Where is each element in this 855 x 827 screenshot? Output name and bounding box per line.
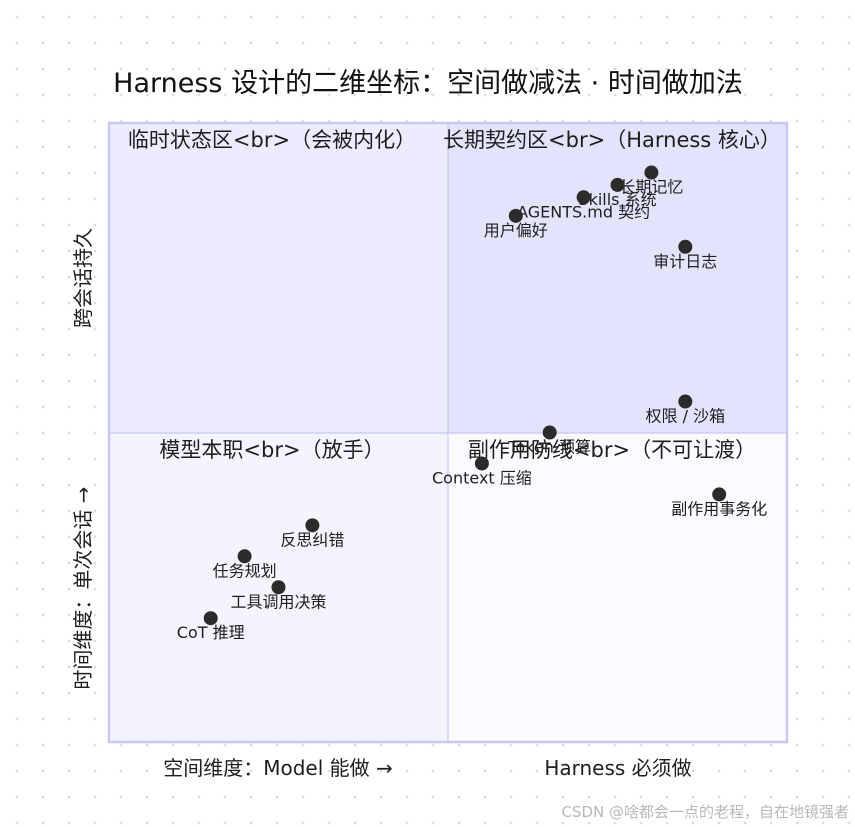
watermark: CSDN @啥都会一点的老程，自在地镜强者 bbox=[561, 803, 849, 821]
plot-border bbox=[107, 121, 789, 744]
point-label: Skills 系统 bbox=[578, 190, 656, 209]
point-marker bbox=[542, 425, 557, 440]
point-label: Token 预算 bbox=[507, 438, 591, 457]
quadrant-label-top-left: 临时状态区<br>（会被内化） bbox=[128, 128, 416, 152]
point-label: 长期记忆 bbox=[619, 178, 683, 197]
point-label: 工具调用决策 bbox=[230, 592, 326, 611]
point-label: AGENTS.md 契约 bbox=[517, 202, 650, 221]
data-point: 用户偏好 bbox=[484, 208, 548, 240]
chart-title: Harness 设计的二维坐标：空间做减法 · 时间做加法 bbox=[113, 68, 743, 99]
quadrant-bottom-right bbox=[448, 433, 787, 742]
point-marker bbox=[610, 177, 625, 192]
data-point: 审计日志 bbox=[653, 239, 717, 271]
data-point: Skills 系统 bbox=[578, 177, 657, 209]
point-marker bbox=[678, 394, 693, 409]
point-label: 任务规划 bbox=[213, 561, 277, 580]
x-axis-left-label: 空间维度：Model 能做 → bbox=[163, 756, 393, 780]
point-label: 审计日志 bbox=[653, 252, 717, 271]
point-marker bbox=[237, 549, 252, 564]
quadrant-label-bottom-left: 模型本职<br>（放手） bbox=[159, 438, 384, 462]
y-axis-top-label: 跨会话持久 bbox=[71, 228, 95, 328]
point-marker bbox=[305, 518, 320, 533]
data-point: 权限 / 沙箱 bbox=[646, 394, 726, 426]
data-point: 任务规划 bbox=[213, 549, 277, 580]
data-point: 反思纠错 bbox=[280, 518, 344, 549]
data-point: Context 压缩 bbox=[432, 456, 532, 487]
point-marker bbox=[474, 456, 489, 471]
point-label: 反思纠错 bbox=[280, 530, 344, 549]
quadrant-label-top-right: 长期契约区<br>（Harness 核心） bbox=[443, 128, 781, 152]
data-point: 工具调用决策 bbox=[230, 580, 327, 611]
quadrant-top-left bbox=[109, 123, 448, 433]
point-marker bbox=[271, 580, 286, 595]
quadrant-label-bottom-right: 副作用防线<br>（不可让渡） bbox=[468, 438, 756, 462]
data-point: 副作用事务化 bbox=[671, 487, 767, 518]
point-label: 副作用事务化 bbox=[671, 499, 767, 518]
point-label: Context 压缩 bbox=[432, 468, 532, 487]
point-marker bbox=[644, 165, 659, 180]
point-marker bbox=[576, 190, 591, 205]
data-point: AGENTS.md 契约 bbox=[517, 190, 650, 221]
quadrant-top-right bbox=[448, 123, 787, 433]
point-label: 权限 / 沙箱 bbox=[646, 407, 726, 426]
point-marker bbox=[712, 487, 727, 502]
point-marker bbox=[678, 239, 693, 254]
data-point: CoT 推理 bbox=[177, 611, 245, 642]
point-label: 用户偏好 bbox=[484, 221, 548, 240]
data-point: 长期记忆 bbox=[619, 165, 683, 197]
point-marker bbox=[203, 611, 218, 626]
point-label: CoT 推理 bbox=[177, 623, 245, 642]
y-axis-bottom-label: 时间维度：单次会话 → bbox=[71, 486, 95, 689]
data-point: Token 预算 bbox=[507, 425, 591, 457]
point-marker bbox=[508, 208, 523, 223]
x-axis-right-label: Harness 必须做 bbox=[544, 756, 691, 780]
